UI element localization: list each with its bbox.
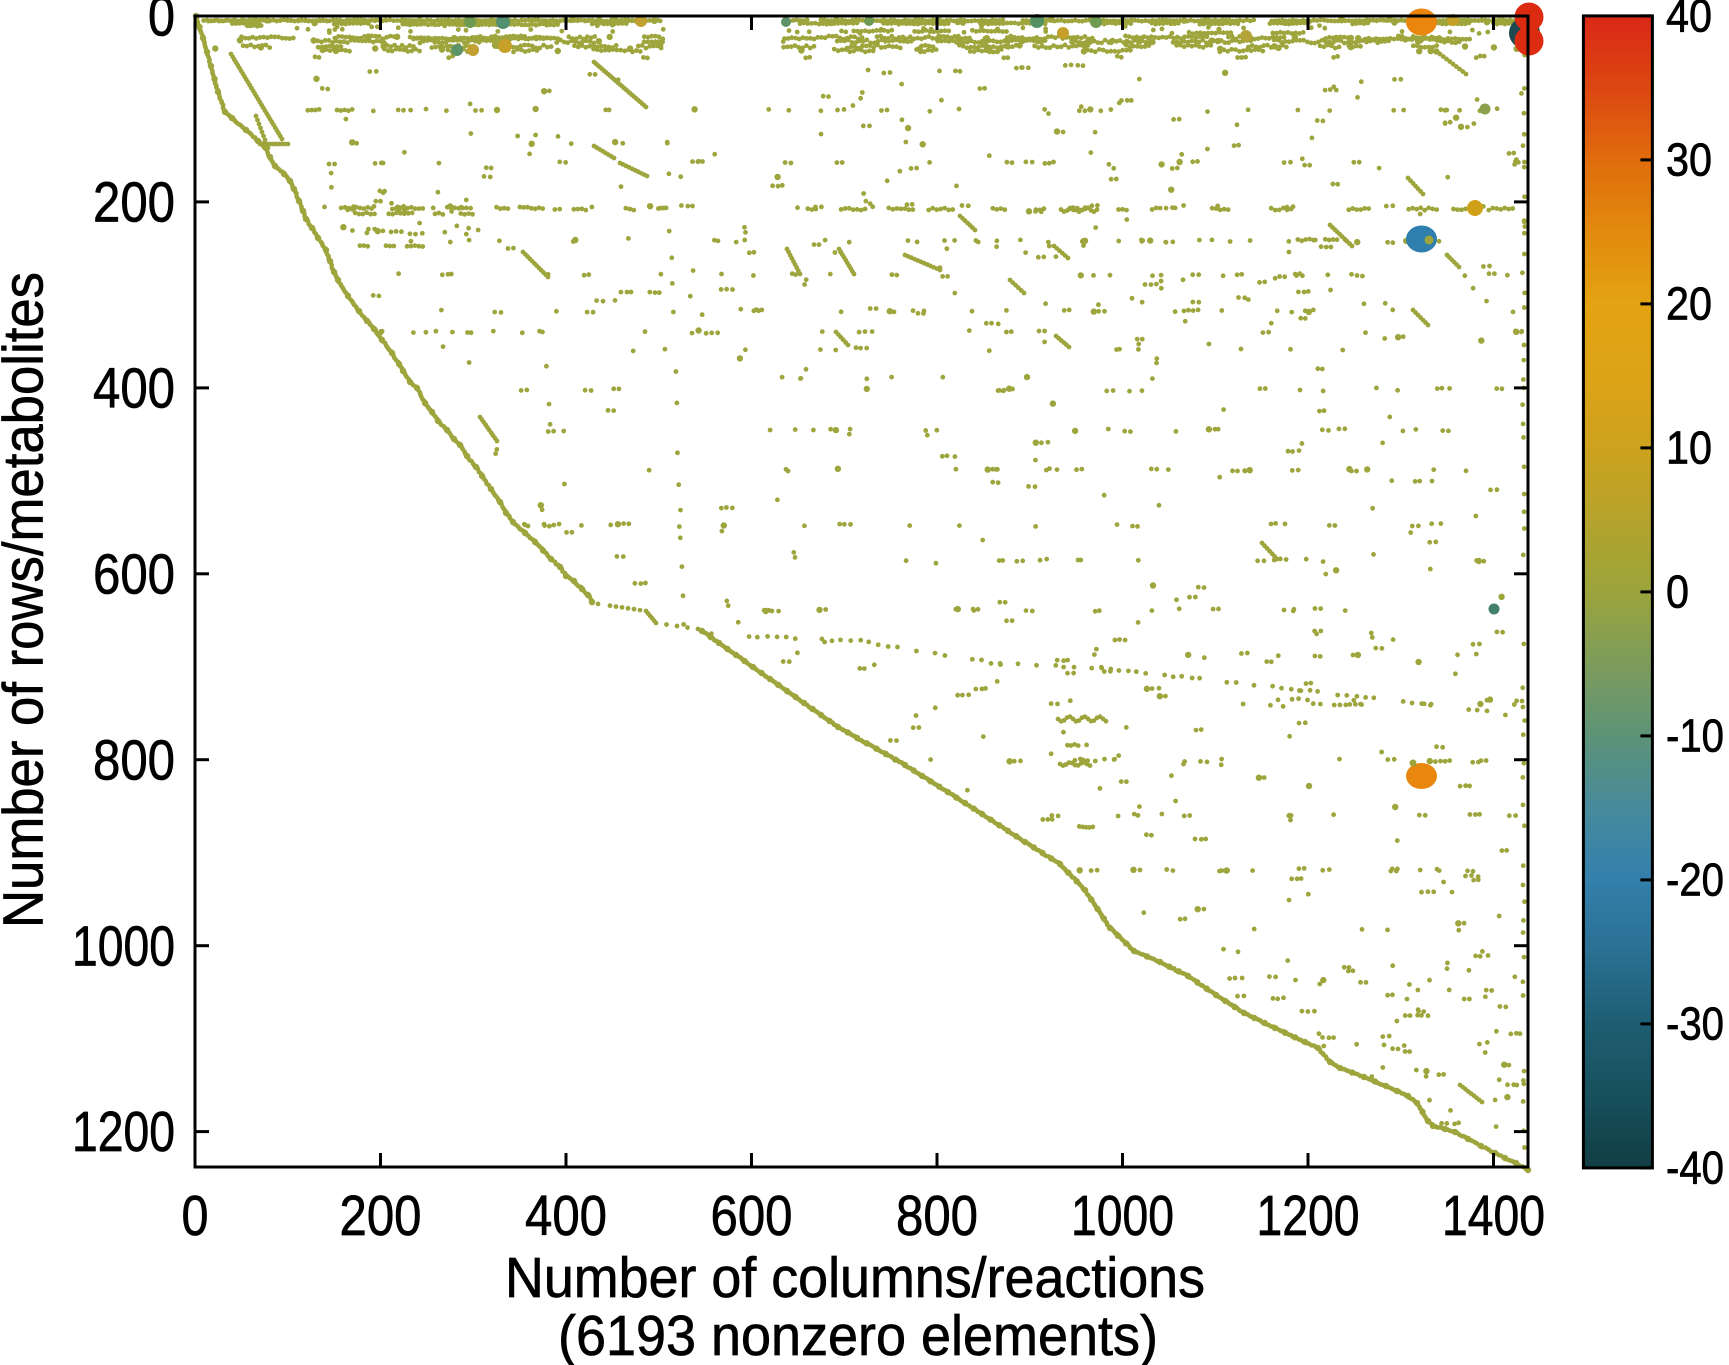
svg-text:0: 0 <box>1666 566 1689 618</box>
svg-text:0: 0 <box>182 1184 209 1248</box>
svg-text:200: 200 <box>93 171 175 235</box>
svg-text:200: 200 <box>340 1184 422 1248</box>
svg-text:1400: 1400 <box>1442 1184 1545 1248</box>
svg-text:800: 800 <box>896 1184 978 1248</box>
svg-text:1200: 1200 <box>1257 1184 1360 1248</box>
svg-text:(6193 nonzero elements): (6193 nonzero elements) <box>558 1304 1158 1365</box>
svg-text:400: 400 <box>93 357 175 421</box>
svg-text:1000: 1000 <box>72 914 175 978</box>
svg-text:20: 20 <box>1666 278 1712 330</box>
svg-text:40: 40 <box>1666 0 1712 42</box>
svg-text:400: 400 <box>525 1184 607 1248</box>
svg-text:Number of columns/reactions: Number of columns/reactions <box>505 1246 1205 1310</box>
svg-text:1000: 1000 <box>1071 1184 1174 1248</box>
svg-text:Number of rows/metabolites: Number of rows/metabolites <box>0 272 56 928</box>
svg-text:1200: 1200 <box>72 1100 175 1164</box>
svg-text:-20: -20 <box>1666 854 1724 906</box>
svg-text:-40: -40 <box>1666 1142 1724 1194</box>
svg-text:10: 10 <box>1666 422 1712 474</box>
svg-text:-30: -30 <box>1666 998 1724 1050</box>
svg-text:600: 600 <box>93 542 175 606</box>
svg-text:0: 0 <box>148 0 175 49</box>
svg-text:-10: -10 <box>1666 710 1724 762</box>
svg-text:800: 800 <box>93 728 175 792</box>
svg-text:30: 30 <box>1666 134 1712 186</box>
svg-text:600: 600 <box>711 1184 793 1248</box>
